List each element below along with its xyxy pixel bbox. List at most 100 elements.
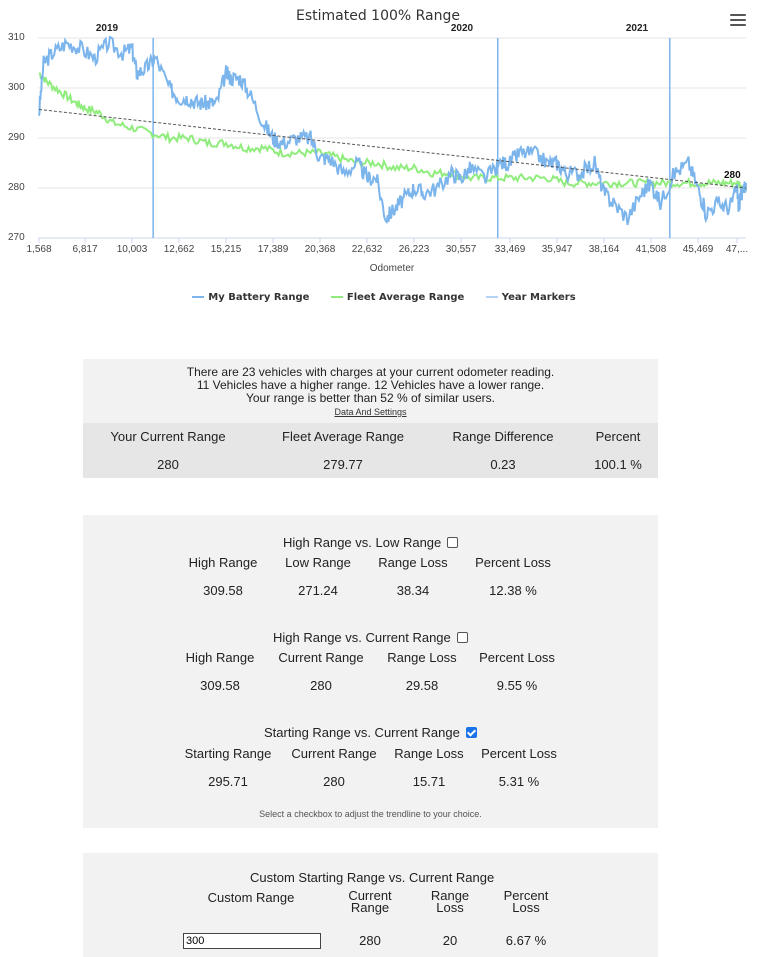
- header-line: Loss: [436, 900, 464, 915]
- column-header: Percent Loss: [479, 650, 555, 665]
- column-header: Your Current Range: [110, 429, 226, 444]
- year-marker-label: 2020: [450, 23, 474, 34]
- current-range-value: 280: [310, 678, 332, 693]
- x-tick-label: 12,662: [163, 244, 195, 255]
- column-header: Range Loss: [394, 746, 464, 761]
- x-tick-label: 6,817: [72, 244, 98, 255]
- column-header: Percent Loss: [481, 746, 557, 761]
- percent-value: 100.1 %: [594, 457, 642, 472]
- hamburger-menu-icon[interactable]: [730, 14, 746, 27]
- x-tick-label: 1,568: [26, 244, 52, 255]
- column-header: Range Loss: [387, 650, 457, 665]
- high-range-value: 309.58: [200, 678, 240, 693]
- legend-item-fleet-average-range[interactable]: Fleet Average Range: [330, 292, 464, 303]
- high-vs-low-title: High Range vs. Low Range: [283, 535, 459, 550]
- header-line: Loss: [512, 900, 540, 915]
- column-header: Current Range: [335, 889, 405, 915]
- fleet-comparison-panel: There are 23 vehicles with charges at yo…: [83, 359, 658, 478]
- x-tick-label: 45,469: [682, 244, 714, 255]
- range-difference-value: 0.23: [490, 457, 516, 472]
- percent-loss-value: 12.38 %: [489, 583, 537, 598]
- column-header: Range Difference: [452, 429, 554, 444]
- summary-line: There are 23 vehicles with charges at yo…: [186, 365, 555, 379]
- x-tick-label: 41,508: [635, 244, 667, 255]
- x-tick-label: 38,164: [588, 244, 620, 255]
- percent-loss-value: 6.67 %: [505, 933, 547, 948]
- range-chart-plot[interactable]: [0, 0, 768, 320]
- range-loss-value: 20: [442, 933, 458, 948]
- range-summary-table: Your Current Range Fleet Average Range R…: [83, 423, 658, 478]
- high-vs-current-title: High Range vs. Current Range: [273, 630, 468, 645]
- y-tick-label: 310: [8, 32, 25, 43]
- legend-swatch: [330, 296, 343, 298]
- legend-label: Year Markers: [501, 292, 576, 303]
- legend-item-my-battery-range[interactable]: My Battery Range: [192, 292, 309, 303]
- starting-vs-current-title: Starting Range vs. Current Range: [264, 725, 477, 740]
- x-tick-label: 33,469: [494, 244, 526, 255]
- column-header: High Range: [188, 555, 258, 570]
- y-tick-label: 300: [8, 82, 25, 93]
- column-header: Percent Loss: [491, 888, 561, 915]
- legend-swatch: [192, 296, 205, 298]
- x-axis-title: Odometer: [369, 263, 415, 274]
- x-tick-label: 15,215: [210, 244, 242, 255]
- x-tick-label: 26,223: [398, 244, 430, 255]
- header-line: Range: [350, 900, 390, 915]
- x-tick-label: 47,...: [725, 244, 749, 255]
- percent-loss-value: 9.55 %: [496, 678, 538, 693]
- high-vs-low-checkbox[interactable]: [447, 537, 459, 549]
- column-header: Current Range: [278, 650, 364, 665]
- percent-loss-value: 5.31 %: [498, 774, 540, 789]
- high-range-value: 309.58: [203, 583, 243, 598]
- summary-line: 11 Vehicles have a higher range. 12 Vehi…: [196, 378, 545, 392]
- fleet-summary-text: There are 23 vehicles with charges at yo…: [83, 359, 658, 419]
- custom-range-input[interactable]: [183, 933, 321, 949]
- starting-vs-current-checkbox[interactable]: [465, 727, 477, 739]
- x-tick-label: 10,003: [116, 244, 148, 255]
- range-chart: Estimated 100% Range 310 300 290 280 270…: [0, 0, 768, 320]
- y-tick-label: 290: [8, 132, 25, 143]
- range-loss-value: 38.34: [396, 583, 430, 598]
- section-title-text: High Range vs. Current Range: [273, 630, 451, 645]
- column-header: High Range: [185, 650, 255, 665]
- legend-label: My Battery Range: [208, 292, 310, 303]
- fleet-average-value: 279.77: [323, 457, 363, 472]
- trendline-hint-text: Select a checkbox to adjust the trendlin…: [259, 809, 482, 819]
- legend-item-year-markers[interactable]: Year Markers: [485, 292, 576, 303]
- summary-line: Your range is better than 52 % of simila…: [245, 391, 496, 405]
- starting-range-value: 295.71: [208, 774, 248, 789]
- range-loss-value: 29.58: [405, 678, 439, 693]
- low-range-value: 271.24: [298, 583, 338, 598]
- chart-legend: My Battery Range Fleet Average Range Yea…: [0, 292, 768, 303]
- chart-title: Estimated 100% Range: [295, 8, 461, 24]
- section-title-text: High Range vs. Low Range: [283, 535, 442, 550]
- column-header: Percent Loss: [475, 555, 551, 570]
- data-and-settings-link[interactable]: Data And Settings: [334, 407, 407, 417]
- year-marker-label: 2021: [625, 23, 649, 34]
- range-loss-value: 15.71: [412, 774, 446, 789]
- column-header: Fleet Average Range: [282, 429, 404, 444]
- year-marker-label: 2019: [95, 23, 119, 34]
- y-tick-label: 280: [8, 182, 25, 193]
- current-range-value: 280: [323, 774, 345, 789]
- current-range-data-label: 280: [724, 170, 741, 181]
- range-loss-panel: High Range vs. Low Range High Range Low …: [83, 515, 658, 828]
- x-tick-label: 22,632: [351, 244, 383, 255]
- header-line: Range: [430, 888, 470, 903]
- column-header: Current Range: [291, 746, 377, 761]
- high-vs-current-checkbox[interactable]: [456, 632, 468, 644]
- x-tick-label: 20,368: [304, 244, 336, 255]
- fleet-average-range-line: [38, 72, 747, 192]
- current-range-value: 280: [157, 457, 179, 472]
- custom-range-title: Custom Starting Range vs. Current Range: [250, 870, 495, 885]
- header-line: Percent: [503, 888, 549, 903]
- y-tick-label: 270: [8, 232, 25, 243]
- column-header: Range Loss: [415, 888, 485, 915]
- section-title-text: Starting Range vs. Current Range: [264, 725, 460, 740]
- my-battery-range-line: [38, 35, 747, 226]
- x-tick-label: 35,947: [541, 244, 573, 255]
- x-tick-label: 30,557: [445, 244, 477, 255]
- trendline: [38, 108, 747, 189]
- column-header: Low Range: [285, 555, 351, 570]
- column-header: Custom Range: [207, 890, 295, 905]
